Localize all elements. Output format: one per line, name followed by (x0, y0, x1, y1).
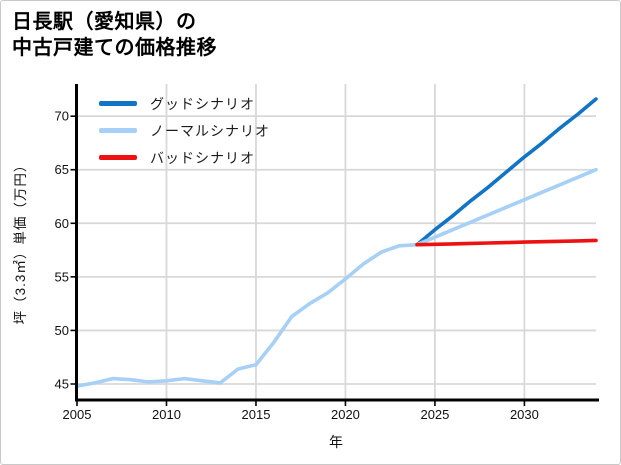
legend-label-bad: バッドシナリオ (150, 149, 255, 166)
y-tick-label: 70 (55, 109, 69, 124)
x-tick-label: 2010 (152, 407, 181, 422)
page-title-line1: 日長駅（愛知県）の (12, 11, 197, 33)
series-line-2 (415, 238, 598, 247)
x-tick-label: 2030 (510, 407, 539, 422)
legend-item-bad: バッドシナリオ (99, 144, 270, 171)
y-tick-label: 50 (55, 323, 69, 338)
y-tick-label: 45 (55, 377, 69, 392)
series-line-0 (415, 97, 598, 247)
y-tick-label: 60 (55, 216, 69, 231)
page-title-line2: 中古戸建ての価格推移 (12, 37, 217, 59)
y-axis-label: 坪（3.3㎡）単価（万円） (13, 157, 28, 325)
series-line-1 (75, 167, 598, 388)
x-tick-label: 2005 (63, 407, 92, 422)
y-tick-label: 65 (55, 162, 69, 177)
good-scenario-line-swatch (99, 101, 137, 106)
x-axis-label: 年 (329, 434, 343, 450)
bad-scenario-line-swatch (99, 155, 137, 160)
normal-scenario-line-swatch (99, 128, 137, 133)
x-tick-label: 2015 (242, 407, 271, 422)
chart-legend: グッドシナリオ ノーマルシナリオ バッドシナリオ (99, 90, 270, 171)
legend-item-normal: ノーマルシナリオ (99, 117, 270, 144)
legend-label-normal: ノーマルシナリオ (150, 122, 270, 139)
page-title: 日長駅（愛知県）の 中古戸建ての価格推移 (12, 9, 217, 61)
legend-label-good: グッドシナリオ (150, 95, 255, 112)
y-tick-label: 55 (55, 269, 69, 284)
x-tick-label: 2020 (331, 407, 360, 422)
x-tick-label: 2025 (420, 407, 449, 422)
legend-item-good: グッドシナリオ (99, 90, 270, 117)
